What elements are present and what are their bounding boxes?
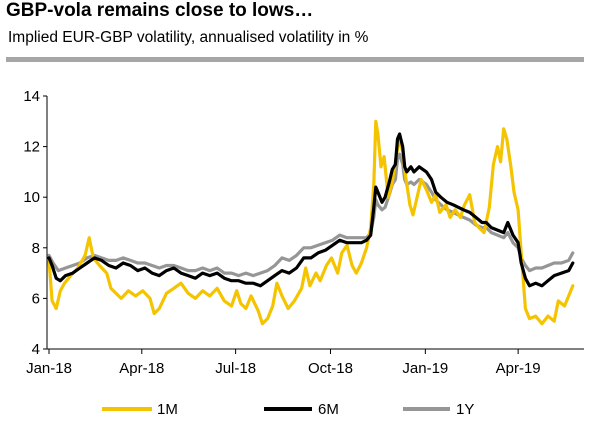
legend-label-1y: 1Y xyxy=(456,401,474,418)
x-tick-label: Oct-18 xyxy=(308,360,353,377)
x-tick-label: Jan-18 xyxy=(26,360,72,377)
y-tick-label: 8 xyxy=(32,240,40,257)
legend-label-1m: 1M xyxy=(157,401,178,418)
y-tick-label: 10 xyxy=(23,189,40,206)
y-tick-label: 12 xyxy=(23,139,40,156)
chart-axes: 4 6 8 10 12 14 Jan-18 Apr-18 Jul-18 Oct-18 Jan-19 A… xyxy=(23,88,584,377)
series-line-1m xyxy=(47,119,575,326)
series-line-6m xyxy=(47,132,575,288)
y-tick-label: 14 xyxy=(23,88,40,105)
series-layer xyxy=(47,119,575,326)
x-tick-label: Apr-18 xyxy=(119,360,164,377)
y-tick-label: 4 xyxy=(32,341,40,358)
x-tick-label: Jan-19 xyxy=(402,360,448,377)
x-tick-label: Apr-19 xyxy=(496,360,541,377)
x-tick-label: Jul-18 xyxy=(215,360,256,377)
title-divider xyxy=(6,57,584,62)
y-tick-label: 6 xyxy=(32,290,40,307)
chart-subtitle: Implied EUR-GBP volatility, annualised v… xyxy=(8,29,369,46)
chart-legend: 1M 6M 1Y xyxy=(102,401,474,418)
legend-label-6m: 6M xyxy=(318,401,339,418)
chart-title: GBP-vola remains close to lows… xyxy=(6,0,314,21)
